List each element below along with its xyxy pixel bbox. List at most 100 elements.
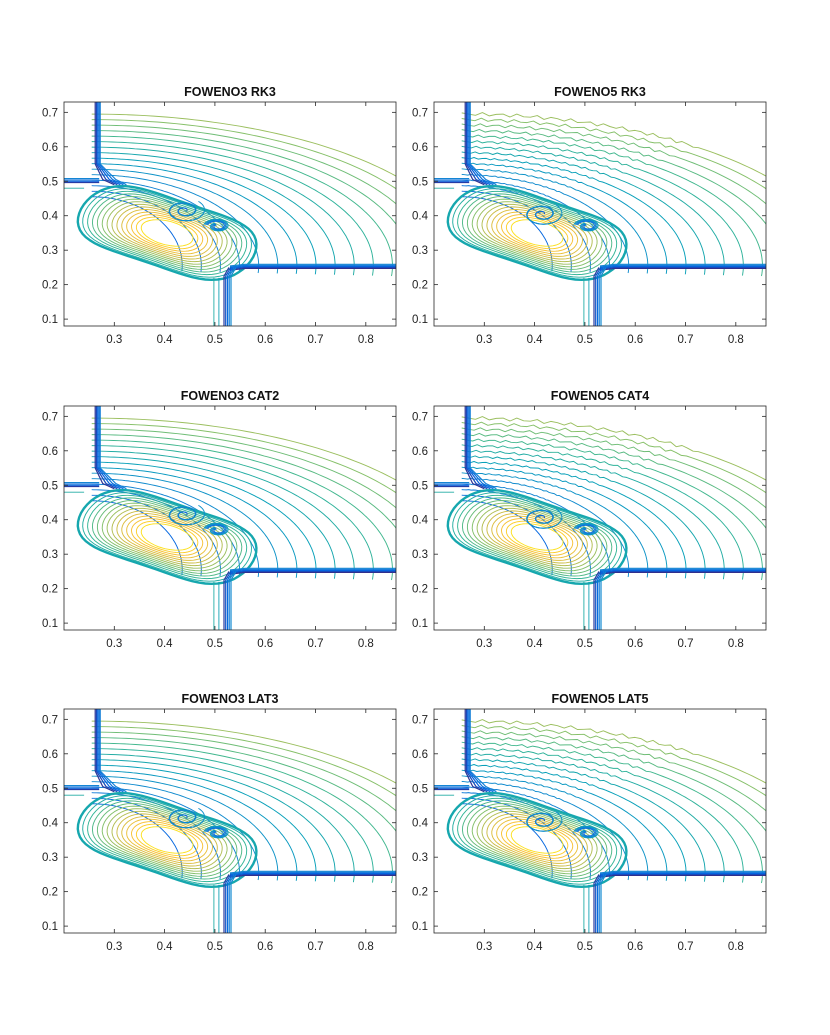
contour-line [140, 219, 194, 247]
shock-line [468, 406, 494, 490]
shock-line [599, 870, 766, 874]
contour-line [461, 472, 649, 578]
y-tick-label: 0.2 [42, 280, 58, 292]
x-tick-label: 0.6 [627, 334, 643, 346]
contour-line [116, 510, 218, 564]
shock-line [229, 263, 396, 267]
contour-line [486, 510, 588, 564]
shock-line [225, 571, 232, 630]
contour-line [91, 141, 374, 276]
contour-line [91, 461, 317, 579]
y-tick-label: 0.7 [412, 714, 428, 726]
axes-box [63, 405, 397, 631]
x-tick-label: 0.6 [627, 638, 643, 650]
x-tick-label: 0.8 [358, 638, 374, 650]
x-tick-label: 0.8 [728, 334, 744, 346]
shock-line [228, 267, 235, 326]
shock-line [467, 406, 491, 490]
contour-line [577, 827, 595, 837]
contour-line [575, 827, 597, 838]
contour-line [461, 719, 766, 784]
shock-line [464, 102, 485, 186]
y-tick-label: 0.4 [412, 818, 429, 830]
panel-5: FOWENO3 LAT3 0.3 0.4 0.5 0.6 0.7 0.8 0.1 0.2 0.3 0… [42, 692, 397, 953]
y-tick-label: 0.1 [412, 618, 428, 630]
contour-line [116, 206, 218, 260]
shock-line [593, 267, 600, 326]
shock-line [598, 267, 605, 326]
contour-line [91, 152, 336, 275]
contour-line [461, 145, 725, 276]
contour-line [575, 524, 597, 535]
contour-line [131, 518, 204, 556]
contour-line [577, 220, 595, 230]
y-tick-label: 0.3 [412, 852, 428, 864]
contour-line [461, 758, 706, 882]
contour-line [91, 467, 298, 578]
x-tick-label: 0.7 [308, 638, 324, 650]
chart-title: FOWENO3 LAT3 [182, 692, 279, 706]
contour-line [87, 797, 248, 883]
shock-line [593, 571, 600, 630]
x-tick-label: 0.3 [106, 638, 122, 650]
contour-line [91, 445, 374, 580]
contour-line [207, 220, 225, 230]
contour-line [140, 523, 194, 551]
y-tick-label: 0.1 [42, 314, 58, 326]
y-tick-label: 0.1 [412, 921, 428, 933]
chart-title: FOWENO5 LAT5 [552, 692, 649, 706]
contour-line [91, 737, 396, 832]
x-tick-label: 0.7 [678, 638, 694, 650]
shock-line [223, 571, 230, 630]
shock-line [228, 874, 235, 933]
contour-line [461, 151, 706, 275]
contour-line [486, 206, 588, 260]
shock-line [465, 709, 488, 793]
contour-line [461, 438, 763, 581]
contour-line [91, 163, 298, 274]
shock-line [599, 871, 766, 875]
panel-2: FOWENO5 RK3 0.3 0.4 0.5 0.6 0.7 0.8 0.1 0.2 0.3 0.… [412, 85, 767, 346]
y-tick-label: 0.6 [412, 749, 428, 761]
x-tick-label: 0.5 [207, 941, 223, 953]
contour-lines [434, 709, 766, 933]
shock-line [230, 571, 237, 630]
shock-line [464, 709, 485, 793]
shock-line [229, 874, 396, 878]
contour-line [76, 488, 258, 585]
contour-line [461, 769, 668, 881]
shock-line [99, 102, 127, 186]
shock-line [229, 568, 396, 572]
shock-line [596, 874, 604, 933]
contour-line [82, 795, 252, 885]
contour-line [573, 218, 599, 232]
contour-line [526, 811, 563, 832]
x-tick-label: 0.4 [527, 941, 544, 953]
contour-line [457, 190, 618, 276]
contour-line [573, 522, 599, 536]
contour-line [204, 523, 228, 535]
shock-line [599, 569, 766, 573]
contour-line [87, 190, 248, 276]
contour-line [131, 214, 204, 252]
shock-line [600, 267, 607, 326]
y-tick-label: 0.3 [42, 549, 58, 561]
contour-line [76, 791, 258, 888]
y-tick-label: 0.6 [42, 142, 58, 154]
contour-line [461, 157, 687, 275]
chart-title: FOWENO3 RK3 [184, 85, 276, 99]
shock-line [599, 263, 766, 267]
y-tick-label: 0.6 [412, 142, 428, 154]
x-tick-label: 0.3 [106, 334, 122, 346]
contour-line [204, 826, 228, 838]
contour-line [452, 188, 622, 278]
y-tick-label: 0.4 [42, 211, 59, 223]
shock-line [595, 874, 602, 933]
contour-line [496, 211, 579, 255]
shock-line [469, 102, 497, 186]
contour-line [461, 168, 649, 274]
axes-box [63, 708, 397, 934]
contour-line [496, 515, 579, 559]
x-tick-label: 0.6 [257, 334, 273, 346]
shock-line [593, 874, 600, 933]
